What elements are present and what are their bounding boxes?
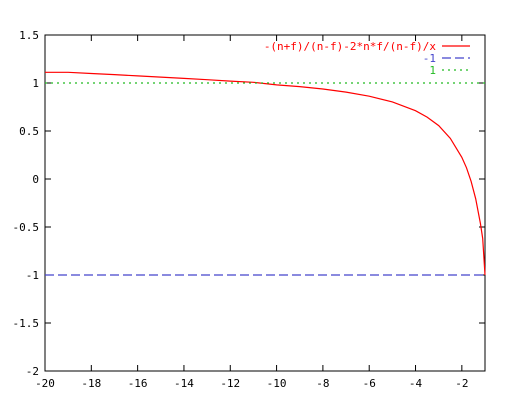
x-tick-label: -8 <box>316 377 329 390</box>
x-tick-label: -2 <box>455 377 468 390</box>
y-tick-label: 1.5 <box>19 29 39 42</box>
axis-ticks <box>44 34 485 372</box>
y-tick-label: 0 <box>32 173 39 186</box>
axis-tick-labels: -20 -18 -16 -14 -12 -10 -8 -6 -4 -2 -2 -1.5 -1 -0.5 0 0… <box>13 29 469 390</box>
plot-frame <box>44 34 486 372</box>
legend: -(n+f)/(n-f)-2*n*f/(n-f)/x-11 <box>264 40 470 77</box>
chart-series <box>45 71 486 276</box>
y-tick-label: 1 <box>32 77 39 90</box>
x-tick-label: -4 <box>409 377 423 390</box>
y-tick-label: -1 <box>26 269 39 282</box>
x-tick-label: -6 <box>363 377 376 390</box>
y-tick-label: 0.5 <box>19 125 39 138</box>
x-tick-label: -18 <box>81 377 101 390</box>
x-tick-label: -16 <box>128 377 148 390</box>
legend-label: -(n+f)/(n-f)-2*n*f/(n-f)/x <box>264 40 437 53</box>
x-tick-label: -12 <box>220 377 240 390</box>
x-tick-label: -10 <box>267 377 287 390</box>
x-tick-label: -20 <box>35 377 55 390</box>
y-tick-label: -0.5 <box>13 221 40 234</box>
y-tick-label: -2 <box>26 365 39 378</box>
x-tick-label: -14 <box>174 377 194 390</box>
series-line <box>45 71 486 276</box>
legend-label: -1 <box>423 52 436 65</box>
y-tick-label: -1.5 <box>13 317 40 330</box>
legend-label: 1 <box>429 64 436 77</box>
